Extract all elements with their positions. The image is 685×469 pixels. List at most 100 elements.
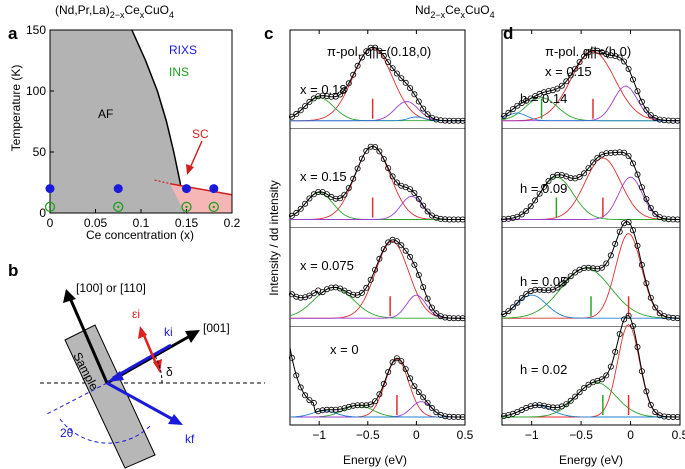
data-point xyxy=(442,216,449,223)
data-point xyxy=(332,406,339,413)
data-point xyxy=(345,184,352,191)
data-point xyxy=(554,404,561,411)
data-point xyxy=(372,398,379,405)
data-point xyxy=(297,205,304,212)
data-point xyxy=(603,150,610,157)
data-point xyxy=(514,299,521,306)
data-point xyxy=(523,207,530,214)
ki-arrowhead xyxy=(107,371,124,382)
data-point xyxy=(572,393,579,400)
data-point xyxy=(661,413,668,420)
axis-100-arrowhead xyxy=(63,289,76,303)
data-point xyxy=(594,265,601,272)
data-point xyxy=(288,354,295,361)
ki-label: ki xyxy=(164,325,173,339)
spectrum-label: x = 0.075 xyxy=(300,258,354,273)
sc-boundary-line xyxy=(169,182,233,196)
data-point xyxy=(393,70,400,77)
data-point xyxy=(442,413,449,420)
data-point xyxy=(385,368,392,375)
data-point xyxy=(567,72,574,79)
data-point xyxy=(638,261,645,268)
data-point xyxy=(603,51,610,58)
rixs-point xyxy=(45,184,55,194)
data-point xyxy=(630,76,637,83)
data-point xyxy=(420,394,427,401)
data-point xyxy=(661,215,668,222)
data-point xyxy=(319,92,326,99)
fit-red xyxy=(290,240,465,319)
y-tick-label: 50 xyxy=(33,145,47,159)
data-point xyxy=(536,190,543,197)
data-point xyxy=(558,281,565,288)
delta-arc xyxy=(154,355,163,384)
data-point xyxy=(625,66,632,73)
data-point xyxy=(288,291,295,298)
x-tick-label: 0.5 xyxy=(672,428,685,442)
data-point xyxy=(328,93,335,100)
data-point xyxy=(297,107,304,114)
data-point xyxy=(415,98,422,105)
data-point xyxy=(315,408,322,415)
data-point xyxy=(581,265,588,272)
data-point xyxy=(376,391,383,398)
data-point xyxy=(505,109,512,116)
data-point xyxy=(545,403,552,410)
ins-point xyxy=(208,201,219,213)
data-point xyxy=(541,89,548,96)
data-point xyxy=(621,149,628,156)
polarization-arrow xyxy=(141,332,159,367)
data-point xyxy=(288,212,295,219)
data-point xyxy=(315,93,322,100)
dir-100-label: [100] or [110] xyxy=(76,281,146,295)
data-point xyxy=(670,314,677,321)
fit-total-line xyxy=(501,49,680,122)
data-point xyxy=(433,214,440,221)
data-point xyxy=(621,220,628,227)
kf-label: kf xyxy=(185,432,195,446)
data-point xyxy=(306,397,313,404)
x-tick-label: 0.05 xyxy=(84,216,108,230)
spectrum-label: h = 0.02 xyxy=(520,362,567,377)
data-point xyxy=(572,269,579,276)
data-point xyxy=(328,406,335,413)
data-point xyxy=(372,266,379,273)
data-point xyxy=(674,413,681,420)
data-point xyxy=(389,65,396,72)
fit-purple xyxy=(290,294,465,319)
data-point xyxy=(411,261,418,268)
data-point xyxy=(594,154,601,161)
data-point xyxy=(518,211,525,218)
panel-b-letter: b xyxy=(8,261,18,280)
panel-a-ylabel: Temperature (K) xyxy=(9,65,23,152)
data-point xyxy=(323,191,330,198)
spectrum-label: x = 0.15 xyxy=(300,169,347,184)
data-point xyxy=(616,149,623,156)
data-point xyxy=(634,171,641,178)
data-point xyxy=(670,216,677,223)
data-point xyxy=(621,58,628,65)
ins-point-dot xyxy=(212,205,215,209)
data-point xyxy=(433,310,440,317)
data-point xyxy=(661,313,668,320)
sc-region-label: SC xyxy=(192,127,209,141)
polarization-arrowhead-bottom xyxy=(153,359,162,373)
data-point xyxy=(385,239,392,246)
data-point xyxy=(643,106,650,113)
data-point xyxy=(407,85,414,92)
kf-arrowhead xyxy=(168,414,183,425)
axis-001-arrowhead xyxy=(185,330,200,343)
data-point xyxy=(625,219,632,226)
data-point xyxy=(523,290,530,297)
data-point xyxy=(293,209,300,216)
data-point xyxy=(621,316,628,323)
data-point xyxy=(398,358,405,365)
data-point xyxy=(527,203,534,210)
data-point xyxy=(424,111,431,118)
data-point xyxy=(372,44,379,51)
data-point xyxy=(576,389,583,396)
sc-arrow xyxy=(189,140,203,169)
panel-a-title: (Nd,Pr,La)2−xCexCuO4 xyxy=(55,3,174,20)
data-point xyxy=(363,402,370,409)
data-point xyxy=(358,402,365,409)
